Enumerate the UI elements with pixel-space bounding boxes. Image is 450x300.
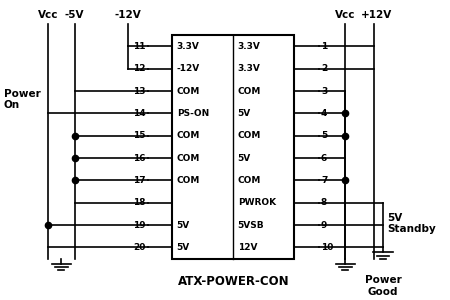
- Text: 3: 3: [321, 87, 327, 96]
- Text: COM: COM: [177, 131, 200, 140]
- Text: 5: 5: [321, 131, 327, 140]
- Text: 14: 14: [133, 109, 146, 118]
- Text: 10: 10: [321, 243, 333, 252]
- Bar: [172, 35, 294, 259]
- Text: COM: COM: [177, 154, 200, 163]
- Text: 3.3V: 3.3V: [177, 42, 199, 51]
- Text: COM: COM: [238, 176, 261, 185]
- Text: +12V: +12V: [361, 10, 392, 20]
- Text: Power
Good: Power Good: [364, 275, 401, 297]
- Text: 18: 18: [133, 198, 146, 207]
- Text: 12: 12: [133, 64, 146, 73]
- Text: 7: 7: [321, 176, 327, 185]
- Text: 9: 9: [321, 220, 327, 230]
- Text: 3.3V: 3.3V: [238, 42, 261, 51]
- Text: 5V: 5V: [238, 154, 251, 163]
- Text: PWROK: PWROK: [238, 198, 276, 207]
- Text: Power
On: Power On: [4, 88, 40, 110]
- Text: 1: 1: [321, 42, 327, 51]
- Text: COM: COM: [177, 87, 200, 96]
- Text: -12V: -12V: [177, 64, 200, 73]
- Text: 17: 17: [133, 176, 146, 185]
- Text: 12V: 12V: [238, 243, 257, 252]
- Text: COM: COM: [177, 176, 200, 185]
- Text: Vcc: Vcc: [335, 10, 356, 20]
- Text: 5V: 5V: [177, 220, 190, 230]
- Text: 19: 19: [133, 220, 146, 230]
- Text: ATX-POWER-CON: ATX-POWER-CON: [177, 275, 289, 289]
- Text: 5VSB: 5VSB: [238, 220, 264, 230]
- Text: 11: 11: [133, 42, 146, 51]
- Text: COM: COM: [238, 131, 261, 140]
- Text: 5V: 5V: [238, 109, 251, 118]
- Text: 8: 8: [321, 198, 327, 207]
- Text: 5V
Standby: 5V Standby: [387, 213, 436, 234]
- Text: 3.3V: 3.3V: [238, 64, 261, 73]
- Text: 2: 2: [321, 64, 327, 73]
- Text: 4: 4: [321, 109, 327, 118]
- Text: 16: 16: [133, 154, 146, 163]
- Text: PS-ON: PS-ON: [177, 109, 209, 118]
- Text: 6: 6: [321, 154, 327, 163]
- Text: Vcc: Vcc: [38, 10, 58, 20]
- Text: 13: 13: [133, 87, 146, 96]
- Text: -5V: -5V: [65, 10, 84, 20]
- Text: COM: COM: [238, 87, 261, 96]
- Text: 15: 15: [133, 131, 146, 140]
- Text: 20: 20: [133, 243, 146, 252]
- Text: 5V: 5V: [177, 243, 190, 252]
- Text: -12V: -12V: [114, 10, 141, 20]
